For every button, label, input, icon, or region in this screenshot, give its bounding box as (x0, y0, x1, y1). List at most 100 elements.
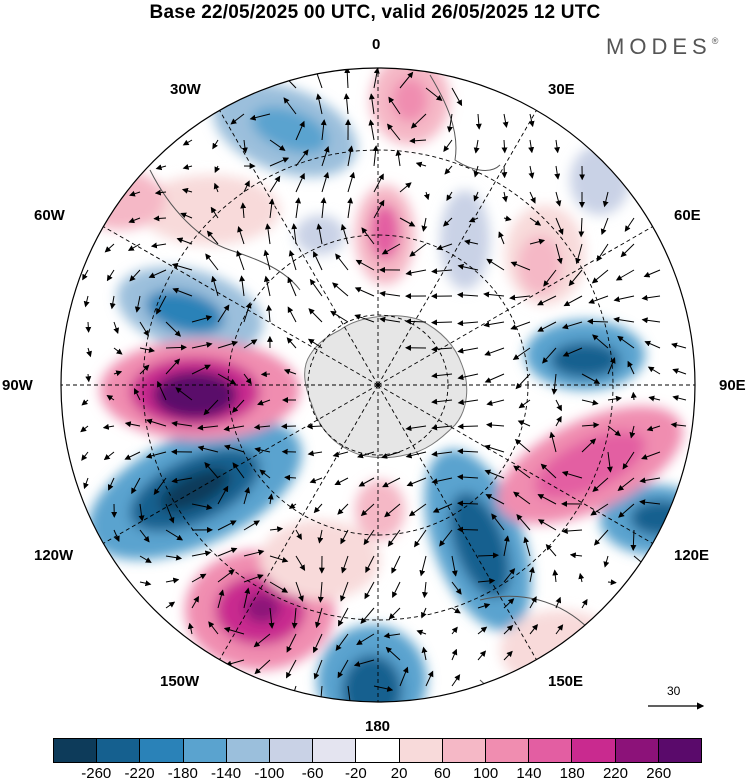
wind-vector (382, 477, 401, 488)
wind-vector (334, 477, 349, 486)
wind-vector (148, 269, 167, 279)
wind-vector (408, 503, 427, 517)
colorbar-swatch (269, 739, 313, 762)
wind-vector (593, 529, 609, 546)
wind-vector (630, 391, 637, 401)
wind-vector (165, 577, 180, 584)
wind-vector (243, 373, 252, 385)
wind-vector (176, 237, 193, 245)
wind-vector (197, 424, 219, 431)
wind-vector (431, 319, 453, 326)
wind-vector (510, 321, 531, 330)
wind-vector (528, 566, 535, 583)
wind-vector (283, 368, 297, 375)
wind-vector (606, 451, 613, 473)
wind-vector (368, 93, 375, 115)
colorbar-swatch (225, 739, 270, 762)
wind-vector (457, 423, 479, 430)
colorbar-tick-label: 180 (559, 765, 585, 782)
wind-vector (217, 520, 237, 531)
wind-vector (269, 157, 290, 167)
wind-vector (295, 149, 309, 167)
wind-vector (243, 339, 258, 349)
wind-vector (187, 622, 194, 635)
wind-vector (622, 451, 635, 470)
wind-vector (263, 249, 271, 271)
wind-vector (421, 581, 428, 599)
wind-vector (354, 287, 375, 297)
wind-vector (237, 226, 245, 245)
wind-vector (568, 269, 583, 287)
wind-vector (503, 215, 512, 222)
lon-label-30w: 30W (170, 81, 201, 98)
wind-vector (373, 68, 380, 89)
wind-vector (457, 320, 479, 327)
map-border (60, 67, 696, 703)
wind-vector (502, 113, 509, 128)
wind-vector (335, 253, 349, 271)
wind-vector (446, 191, 453, 202)
wind-vector (537, 321, 557, 332)
wind-vector (477, 603, 491, 609)
wind-vector (254, 659, 271, 675)
wind-vector (600, 217, 609, 236)
wind-vector (355, 259, 375, 271)
wind-vector (312, 250, 323, 271)
wind-vector (269, 139, 286, 151)
wind-vector (191, 503, 213, 510)
wind-vector (473, 191, 480, 202)
wind-vector (240, 202, 247, 219)
wind-vector (191, 341, 213, 349)
wind-vector (340, 223, 349, 245)
wind-vector (477, 552, 499, 559)
wind-vector (139, 580, 152, 587)
wind-vector (591, 269, 609, 284)
wind-vector (484, 469, 505, 479)
wind-vector (518, 399, 531, 409)
wind-vector (385, 646, 401, 661)
wind-vector (83, 295, 90, 308)
wind-vector (363, 529, 375, 546)
wind-vector (340, 529, 349, 545)
lon-label-60e: 60E (674, 207, 701, 224)
wind-vector (581, 373, 601, 384)
wind-vector (578, 572, 585, 583)
wind-vector (528, 165, 535, 179)
wind-vector (555, 596, 562, 609)
colorbar-tick-label: -100 (254, 765, 285, 782)
wind-vector (672, 368, 687, 375)
wind-vector (639, 499, 661, 506)
antarctica-landmass (304, 315, 468, 459)
wind-vector (281, 423, 297, 430)
wind-vector (416, 629, 427, 636)
wind-vector (223, 444, 245, 453)
wind-vector (391, 555, 401, 574)
wind-vector (139, 529, 150, 543)
colorbar-tick-label: 220 (602, 765, 628, 782)
wind-vector (106, 269, 115, 282)
wind-vector (562, 347, 583, 357)
wind-vector (107, 477, 115, 491)
wind-vector (545, 544, 557, 557)
wind-vector (341, 555, 349, 574)
wind-vector (343, 93, 350, 115)
wind-vector (80, 425, 89, 433)
wind-vector (436, 243, 453, 251)
wind-vector (354, 314, 375, 323)
wind-vector (464, 239, 479, 246)
wind-vector (485, 494, 505, 505)
wind-vector (439, 529, 453, 547)
wind-vector (405, 269, 427, 276)
wind-vector (581, 598, 588, 609)
colorbar-swatch (485, 739, 529, 762)
wind-vector (399, 71, 414, 89)
wind-vector (267, 493, 274, 505)
wind-vector (347, 145, 354, 167)
wind-vector (269, 555, 289, 563)
south-america-outline (149, 169, 301, 291)
wind-vector (365, 555, 375, 573)
colorbar-tick-label: 60 (434, 765, 451, 782)
wind-vector (421, 217, 428, 232)
wind-vector (171, 477, 193, 484)
wind-vector (457, 291, 479, 298)
